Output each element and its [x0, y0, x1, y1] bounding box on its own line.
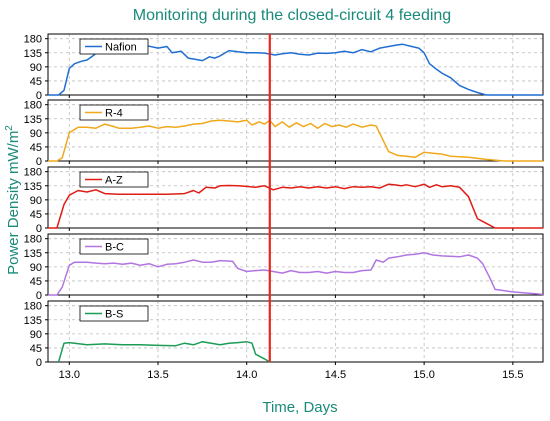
y-tick-label: 135 — [24, 181, 42, 193]
y-tick-label: 180 — [24, 100, 42, 112]
chart-title: Monitoring during the closed-circuit 4 f… — [133, 7, 451, 24]
panel-frame — [47, 233, 544, 296]
panel-a-z: 0 45 90 135 180 A-Z — [24, 166, 544, 235]
x-axis-title: Time, Days — [262, 399, 337, 416]
y-tick-label: 0 — [36, 223, 42, 235]
panel-nafion: 0 45 90 135 180 Nafion — [24, 33, 544, 102]
y-tick-label: 180 — [24, 34, 42, 46]
y-tick-label: 0 — [36, 156, 42, 168]
y-tick-label: 90 — [30, 128, 42, 140]
y-tick-label: 180 — [24, 167, 42, 179]
x-tick-label: 15.5 — [502, 369, 523, 381]
y-tick-label: 45 — [30, 343, 42, 355]
legend-box — [79, 104, 149, 121]
legend-a-z: A-Z — [79, 171, 149, 188]
x-tick-label: 13.0 — [59, 369, 80, 381]
legend-box — [79, 171, 149, 188]
panel-frame — [47, 300, 544, 363]
y-tick-label: 90 — [30, 329, 42, 341]
legend-label: Nafion — [105, 42, 137, 54]
x-tick-labels: 13.0 13.5 14.0 14.5 15.0 15.5 — [59, 369, 524, 381]
x-tick-label: 15.0 — [413, 369, 434, 381]
panel-r-4: 0 45 90 135 180 R-4 — [24, 99, 544, 168]
legend-box — [79, 38, 149, 55]
legend-box — [79, 238, 149, 255]
legend-box — [79, 305, 149, 322]
y-tick-label: 90 — [30, 62, 42, 74]
x-tick-label: 14.5 — [325, 369, 346, 381]
y-axis-title-text: Power Density mW/m — [5, 131, 22, 275]
y-tick-label: 45 — [30, 76, 42, 88]
series-line-b-c — [48, 252, 544, 296]
legend-label: B-C — [105, 242, 124, 254]
series-line-a-z — [48, 183, 543, 229]
y-tick-label: 135 — [24, 315, 42, 327]
panel-b-s: 0 45 90 135 180 B-S — [24, 300, 544, 369]
y-tick-label: 135 — [24, 48, 42, 60]
legend-b-s: B-S — [79, 305, 149, 322]
y-tick-label: 0 — [36, 290, 42, 302]
y-axis-title: Power Density mW/m2 — [4, 125, 22, 275]
legend-label: R-4 — [105, 108, 123, 120]
panel-b-c: 0 45 90 135 180 B-C — [24, 233, 544, 302]
y-tick-label: 45 — [30, 276, 42, 288]
y-tick-label: 135 — [24, 248, 42, 260]
legend-label: B-S — [105, 309, 123, 321]
panels-layer: 0 45 90 135 180 Nafion 0 45 90 135 180 R-4 0 45 90 135 1… — [24, 33, 544, 369]
legend-r-4: R-4 — [79, 104, 149, 121]
series-line-b-s — [57, 340, 271, 363]
panel-frame — [47, 33, 544, 96]
legend-label: A-Z — [105, 175, 123, 187]
y-tick-label: 90 — [30, 195, 42, 207]
x-tick-label: 14.0 — [236, 369, 257, 381]
y-tick-label: 0 — [36, 90, 42, 102]
y-tick-label: 90 — [30, 262, 42, 274]
series-line-r-4 — [48, 119, 543, 162]
y-axis-title-superscript: 2 — [4, 125, 15, 131]
y-tick-label: 180 — [24, 301, 42, 313]
x-tick-label: 13.5 — [147, 369, 168, 381]
legend-b-c: B-C — [79, 238, 149, 255]
panel-frame — [47, 99, 544, 162]
y-tick-label: 180 — [24, 234, 42, 246]
panel-frame — [47, 166, 544, 229]
y-tick-label: 0 — [36, 357, 42, 369]
y-tick-label: 45 — [30, 142, 42, 154]
y-tick-label: 135 — [24, 114, 42, 126]
y-tick-label: 45 — [30, 209, 42, 221]
legend-nafion: Nafion — [79, 38, 149, 55]
